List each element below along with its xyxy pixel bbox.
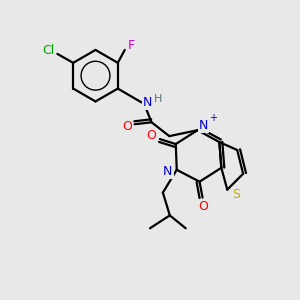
Text: O: O: [122, 120, 132, 133]
Text: N: N: [163, 165, 172, 178]
Text: N: N: [199, 119, 208, 132]
Text: H: H: [154, 94, 163, 104]
Text: N: N: [143, 96, 152, 109]
Text: Cl: Cl: [42, 44, 55, 57]
Text: S: S: [232, 188, 240, 201]
Text: O: O: [146, 129, 156, 142]
Text: O: O: [199, 200, 208, 213]
Text: +: +: [209, 113, 217, 123]
Text: F: F: [128, 40, 135, 52]
